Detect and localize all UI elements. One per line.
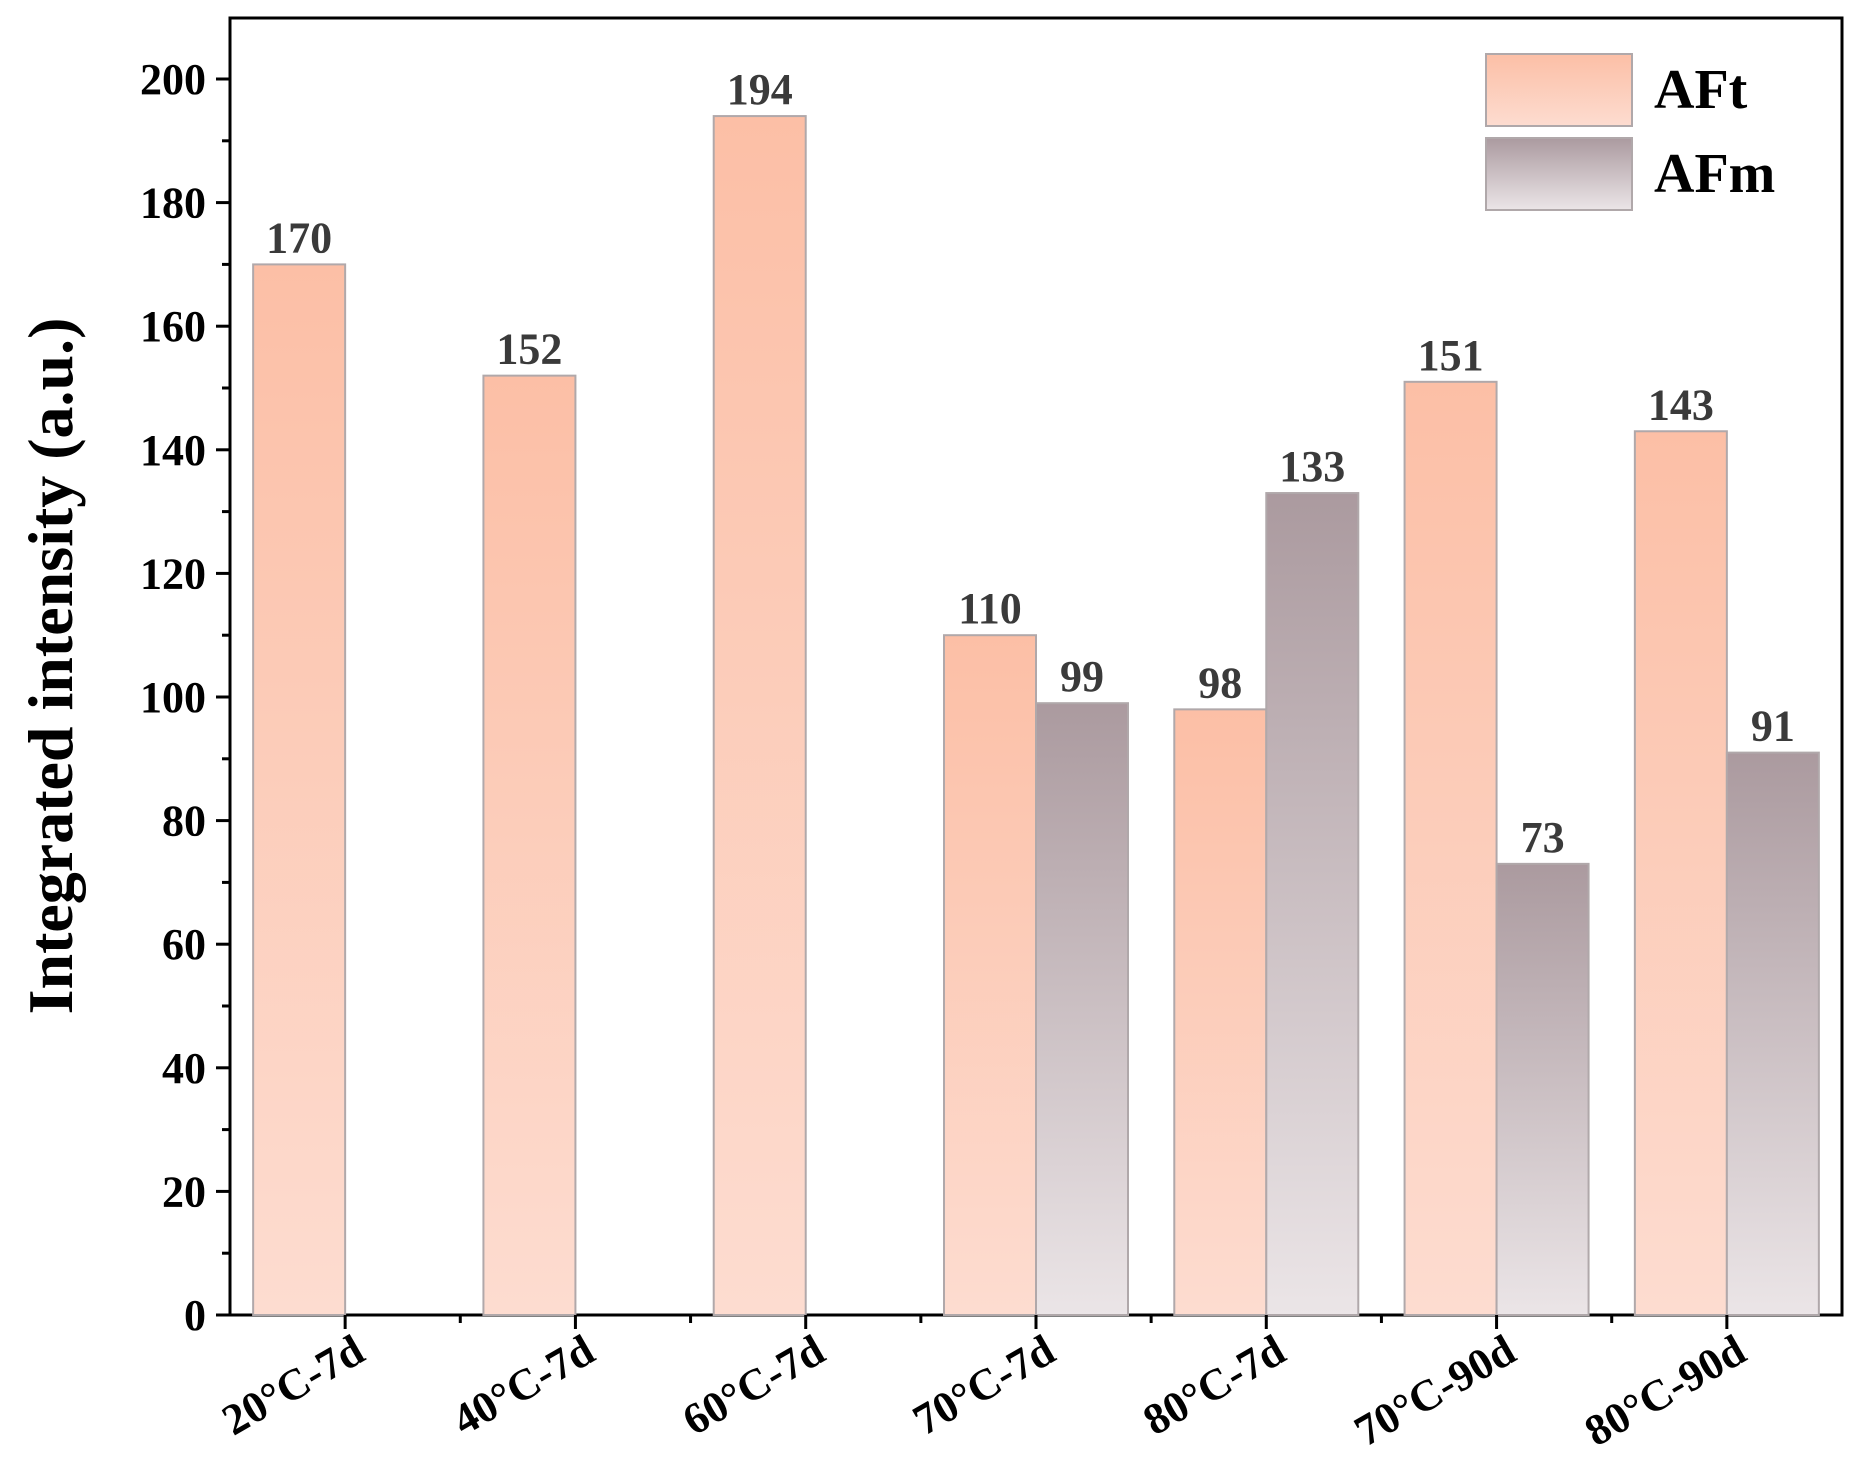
y-tick-label: 20 [162, 1167, 206, 1216]
x-tick-label: 40°C-7d [444, 1325, 602, 1445]
data-label-afm-7: 91 [1751, 702, 1795, 751]
y-tick-label: 200 [140, 55, 206, 104]
y-tick-label: 60 [162, 920, 206, 969]
y-tick-label: 80 [162, 797, 206, 846]
bar-aft-4 [943, 634, 1037, 1316]
y-axis-title: Integrated intensity (a.u.) [15, 318, 86, 1015]
data-label-afm-5: 133 [1279, 442, 1345, 491]
y-tick-label: 140 [140, 426, 206, 475]
bar-afm-6 [1495, 862, 1590, 1316]
legend-label-aft: AFt [1654, 59, 1748, 121]
data-label-afm-4: 99 [1060, 652, 1104, 701]
bar-afm-7 [1725, 751, 1820, 1316]
y-tick-label: 180 [140, 179, 206, 228]
y-axis: 0 20 40 60 80 100 120 140 160 180 200 [140, 55, 230, 1340]
x-tick-label: 70°C-7d [905, 1325, 1063, 1445]
data-label-aft-3: 194 [727, 65, 793, 114]
y-tick-label: 160 [140, 302, 206, 351]
bar-afm-4 [1035, 702, 1129, 1316]
y-tick-label: 120 [140, 549, 206, 598]
data-label-aft-5: 98 [1198, 658, 1242, 707]
data-label-aft-6: 151 [1418, 331, 1484, 380]
legend: AFt AFm [1485, 53, 1775, 211]
legend-swatch-afm [1485, 137, 1633, 211]
data-labels-group: 170 152 194 110 99 98 133 151 73 143 91 [266, 65, 1795, 862]
bar-aft-5 [1173, 708, 1268, 1316]
bar-aft-3 [712, 115, 807, 1317]
data-label-aft-4: 110 [958, 584, 1022, 633]
legend-swatch-aft [1485, 53, 1633, 127]
y-tick-label: 0 [184, 1291, 206, 1340]
x-axis: 20°C-7d 40°C-7d 60°C-7d 70°C-7d 80°C-7d 70°C-… [214, 1315, 1754, 1456]
data-label-aft-1: 170 [266, 213, 332, 262]
data-label-aft-2: 152 [496, 325, 562, 374]
y-tick-label: 40 [162, 1044, 206, 1093]
bar-aft-7 [1633, 430, 1728, 1316]
data-label-afm-6: 73 [1521, 813, 1565, 862]
legend-label-afm: AFm [1654, 143, 1775, 205]
x-tick-label: 20°C-7d [214, 1325, 372, 1445]
x-tick-label: 80°C-90d [1577, 1325, 1754, 1456]
bar-afm-5 [1265, 492, 1360, 1316]
bar-aft-2 [482, 374, 577, 1316]
x-tick-label: 60°C-7d [674, 1325, 832, 1445]
bars-group [252, 115, 1820, 1317]
x-tick-label: 70°C-90d [1346, 1325, 1523, 1456]
y-tick-label: 100 [140, 673, 206, 722]
bar-aft-1 [252, 263, 347, 1316]
bar-aft-6 [1403, 380, 1498, 1316]
data-label-aft-7: 143 [1648, 380, 1714, 429]
x-tick-label: 80°C-7d [1135, 1325, 1293, 1445]
